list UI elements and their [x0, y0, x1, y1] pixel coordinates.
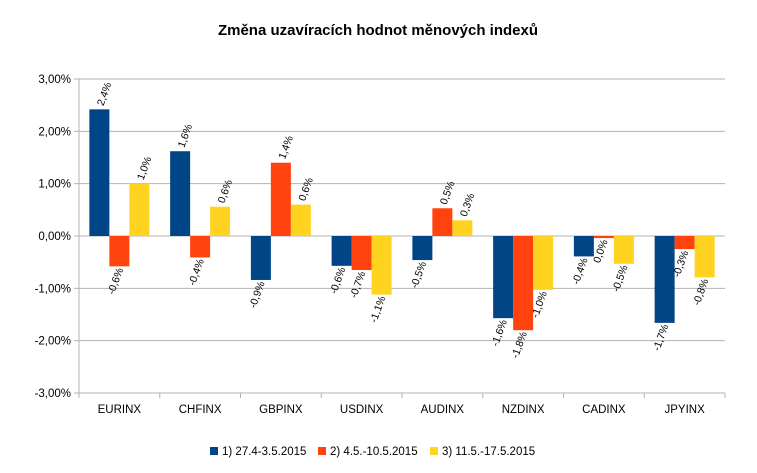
legend-label: 3) 11.5.-17.5.2015 [442, 446, 535, 458]
bar [533, 236, 554, 290]
x-category-label: USDINX [340, 404, 384, 416]
chart-title: Změna uzavíracích hodnot měnových indexů [218, 22, 538, 39]
data-label: 0,6% [296, 176, 315, 203]
data-label: -0,6% [106, 266, 127, 296]
legend-swatch [318, 447, 326, 455]
bar [371, 236, 392, 295]
y-tick-label: 1,00% [38, 179, 71, 191]
x-category-label: CADINX [582, 404, 626, 416]
data-label: 1,6% [176, 123, 195, 150]
x-category-label: AUDINX [421, 404, 465, 416]
x-axis-categories: EURINX CHFINX GBPINX USDINX AUDINX NZDINX CADI… [98, 404, 705, 416]
data-label: -1,8% [509, 330, 530, 360]
data-label: -1,1% [368, 295, 389, 325]
bar [674, 236, 695, 250]
bars [89, 109, 715, 331]
bar [694, 236, 715, 278]
bar [573, 236, 594, 257]
data-label: 0,6% [216, 178, 235, 205]
x-category-label: GBPINX [259, 404, 303, 416]
bar [452, 220, 473, 236]
bar [613, 236, 634, 264]
bar [109, 236, 130, 267]
data-label: -0,6% [328, 266, 349, 296]
y-axis-ticks: 3,00% 2,00% 1,00% 0,00% -1,00% -2,00% -3,00% [35, 74, 71, 400]
data-label: 2,4% [95, 81, 114, 108]
bar [129, 183, 150, 236]
y-tick-label: -3,00% [35, 388, 71, 400]
data-label: 1,4% [276, 134, 295, 161]
data-label: -0,9% [247, 280, 268, 310]
data-label: -0,4% [570, 256, 591, 286]
x-category-label: NZDINX [502, 404, 545, 416]
bar [331, 236, 352, 266]
bar [412, 236, 433, 261]
bar [89, 109, 110, 236]
data-label: -1,6% [489, 318, 510, 348]
bar [351, 236, 372, 271]
data-label: -0,8% [691, 277, 712, 307]
bar [170, 151, 191, 236]
legend-label: 2) 4.5.-10.5.2015 [330, 446, 418, 458]
legend-swatch [210, 447, 218, 455]
bar [493, 236, 514, 319]
bar [270, 162, 291, 236]
y-tick-label: -2,00% [35, 336, 71, 348]
data-label: 1,0% [135, 155, 154, 182]
bar [250, 236, 271, 280]
bar [432, 208, 453, 236]
x-category-label: JPYINX [664, 404, 705, 416]
data-label: -1,7% [651, 323, 672, 353]
bar [290, 204, 311, 236]
data-label: 0,3% [458, 192, 477, 219]
bar [654, 236, 675, 323]
y-tick-label: 0,00% [38, 231, 71, 243]
bar [210, 206, 231, 236]
legend-swatch [430, 447, 438, 455]
y-tick-label: 3,00% [38, 74, 71, 86]
bar [190, 236, 211, 258]
data-label: -0,4% [186, 257, 207, 287]
data-label: -0,5% [409, 260, 430, 290]
x-category-label: CHFINX [179, 404, 222, 416]
y-tick-label: -1,00% [35, 283, 71, 295]
bar [513, 236, 534, 331]
data-label: -0,5% [610, 264, 631, 294]
data-label: 0,0% [591, 238, 610, 265]
x-category-label: EURINX [98, 404, 142, 416]
legend-label: 1) 27.4-3.5.2015 [222, 446, 306, 458]
legend: 1) 27.4-3.5.2015 2) 4.5.-10.5.2015 3) 11.5… [210, 446, 535, 458]
y-tick-label: 2,00% [38, 126, 71, 138]
data-label: -0,7% [348, 270, 369, 300]
bar [593, 236, 614, 239]
